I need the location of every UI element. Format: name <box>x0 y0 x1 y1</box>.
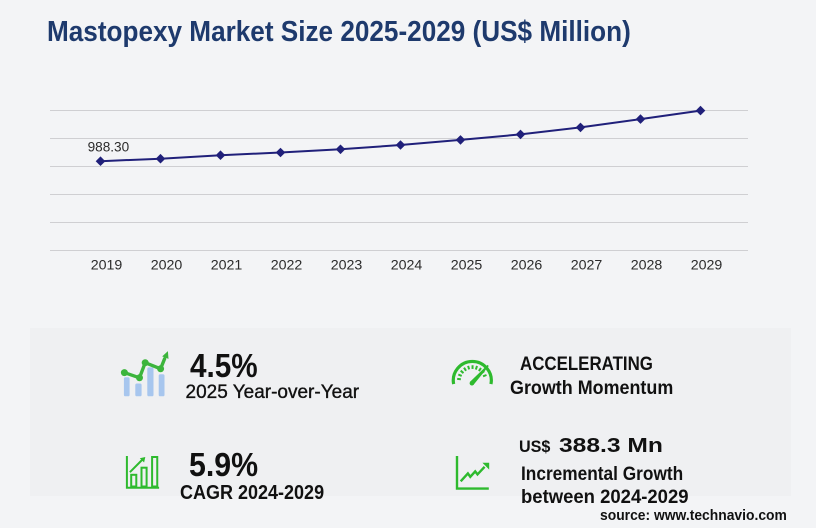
svg-text:2029: 2029 <box>691 257 723 273</box>
svg-text:2026: 2026 <box>511 257 543 273</box>
svg-text:2027: 2027 <box>571 257 603 273</box>
svg-text:2028: 2028 <box>631 257 663 273</box>
svg-text:2022: 2022 <box>271 257 303 273</box>
svg-text:2019: 2019 <box>91 257 123 273</box>
svg-text:2023: 2023 <box>331 257 363 273</box>
svg-text:988.30: 988.30 <box>88 139 130 154</box>
svg-text:2020: 2020 <box>151 257 183 273</box>
svg-text:2025: 2025 <box>451 257 483 273</box>
svg-text:2024: 2024 <box>391 257 423 273</box>
svg-text:2021: 2021 <box>211 257 243 273</box>
